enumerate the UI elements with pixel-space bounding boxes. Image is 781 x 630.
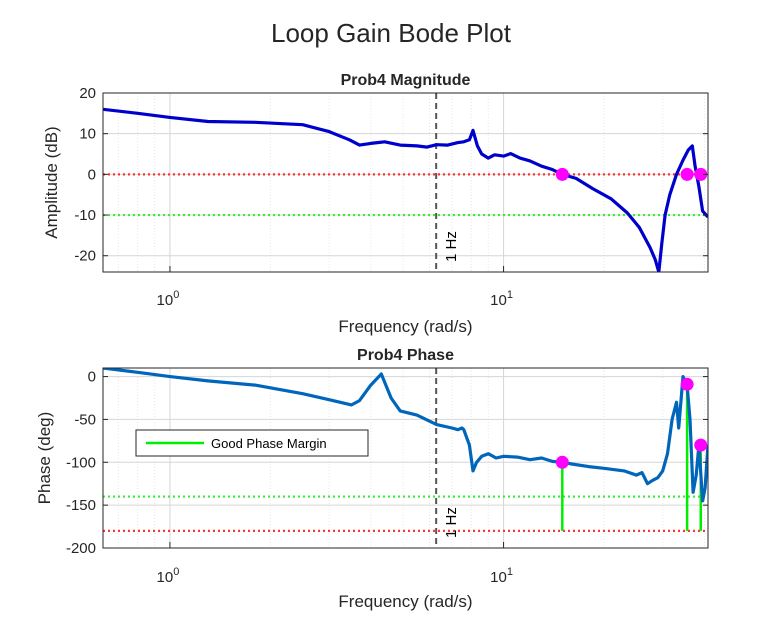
- crossover-marker: [680, 167, 694, 181]
- one-hz-label: 1 Hz: [443, 507, 460, 538]
- phase-plot-area: [103, 368, 708, 548]
- y-tick-label: 10: [79, 126, 96, 143]
- magnitude-axes-box: [102, 92, 709, 273]
- y-tick-label: -50: [74, 411, 96, 428]
- magnitude-xlabel: Frequency (rad/s): [338, 317, 472, 336]
- phase-ylabel: Phase (deg): [35, 412, 54, 505]
- legend-label: Good Phase Margin: [211, 436, 327, 451]
- y-tick-label: -200: [66, 540, 96, 557]
- magnitude-ylabel: Amplitude (dB): [42, 126, 61, 238]
- crossover-marker: [694, 167, 708, 181]
- crossover-marker: [694, 438, 708, 452]
- crossover-marker: [555, 167, 569, 181]
- y-tick-label: 20: [79, 85, 96, 102]
- figure-title: Loop Gain Bode Plot: [271, 18, 512, 48]
- x-tick-label: 101: [490, 289, 513, 309]
- magnitude-title: Prob4 Magnitude: [341, 72, 471, 89]
- phase-series-line: [103, 368, 708, 503]
- magnitude-series-line: [103, 107, 708, 272]
- phase-axes-box: [102, 367, 709, 549]
- y-tick-label: 0: [88, 369, 96, 386]
- phase-xlabel: Frequency (rad/s): [338, 592, 472, 611]
- magnitude-series-group: [103, 107, 708, 272]
- crossover-marker: [555, 455, 569, 469]
- x-tick-label: 100: [157, 566, 180, 586]
- crossover-marker: [680, 377, 694, 391]
- magnitude-plot-area: [103, 93, 708, 272]
- phase-series-group: [103, 368, 708, 503]
- y-tick-label: -150: [66, 497, 96, 514]
- x-tick-label: 101: [490, 566, 513, 586]
- y-tick-label: -100: [66, 454, 96, 471]
- y-tick-label: -10: [74, 207, 96, 224]
- phase-title: Prob4 Phase: [357, 347, 454, 364]
- phase-panel: 1 Hz 0 -50 -100 -150 -200 100 101 Prob4 Phase Fre…: [35, 347, 709, 611]
- y-tick-label: 0: [88, 166, 96, 183]
- x-tick-label: 100: [157, 289, 180, 309]
- legend: Good Phase Margin: [135, 429, 369, 457]
- one-hz-label: 1 Hz: [443, 231, 460, 262]
- y-tick-label: -20: [74, 248, 96, 265]
